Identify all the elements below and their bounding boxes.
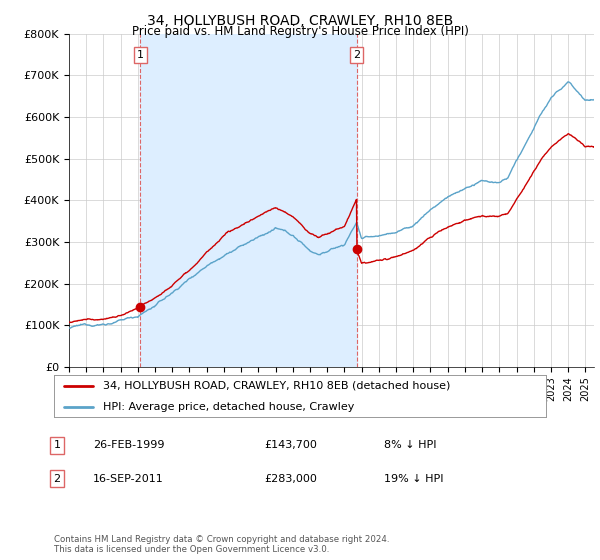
Text: Contains HM Land Registry data © Crown copyright and database right 2024.
This d: Contains HM Land Registry data © Crown c… (54, 535, 389, 554)
Text: 1: 1 (53, 440, 61, 450)
Text: HPI: Average price, detached house, Crawley: HPI: Average price, detached house, Craw… (103, 402, 355, 412)
Text: 26-FEB-1999: 26-FEB-1999 (93, 440, 164, 450)
Text: 8% ↓ HPI: 8% ↓ HPI (384, 440, 437, 450)
Text: 34, HOLLYBUSH ROAD, CRAWLEY, RH10 8EB (detached house): 34, HOLLYBUSH ROAD, CRAWLEY, RH10 8EB (d… (103, 381, 451, 391)
Bar (140, 34, 356, 367)
Text: 34, HOLLYBUSH ROAD, CRAWLEY, RH10 8EB: 34, HOLLYBUSH ROAD, CRAWLEY, RH10 8EB (147, 14, 453, 28)
Text: £143,700: £143,700 (264, 440, 317, 450)
Text: 2: 2 (353, 50, 360, 60)
Text: 1: 1 (137, 50, 144, 60)
Text: 19% ↓ HPI: 19% ↓ HPI (384, 474, 443, 484)
Text: £283,000: £283,000 (264, 474, 317, 484)
Text: 2: 2 (53, 474, 61, 484)
Text: 16-SEP-2011: 16-SEP-2011 (93, 474, 164, 484)
Text: Price paid vs. HM Land Registry's House Price Index (HPI): Price paid vs. HM Land Registry's House … (131, 25, 469, 38)
